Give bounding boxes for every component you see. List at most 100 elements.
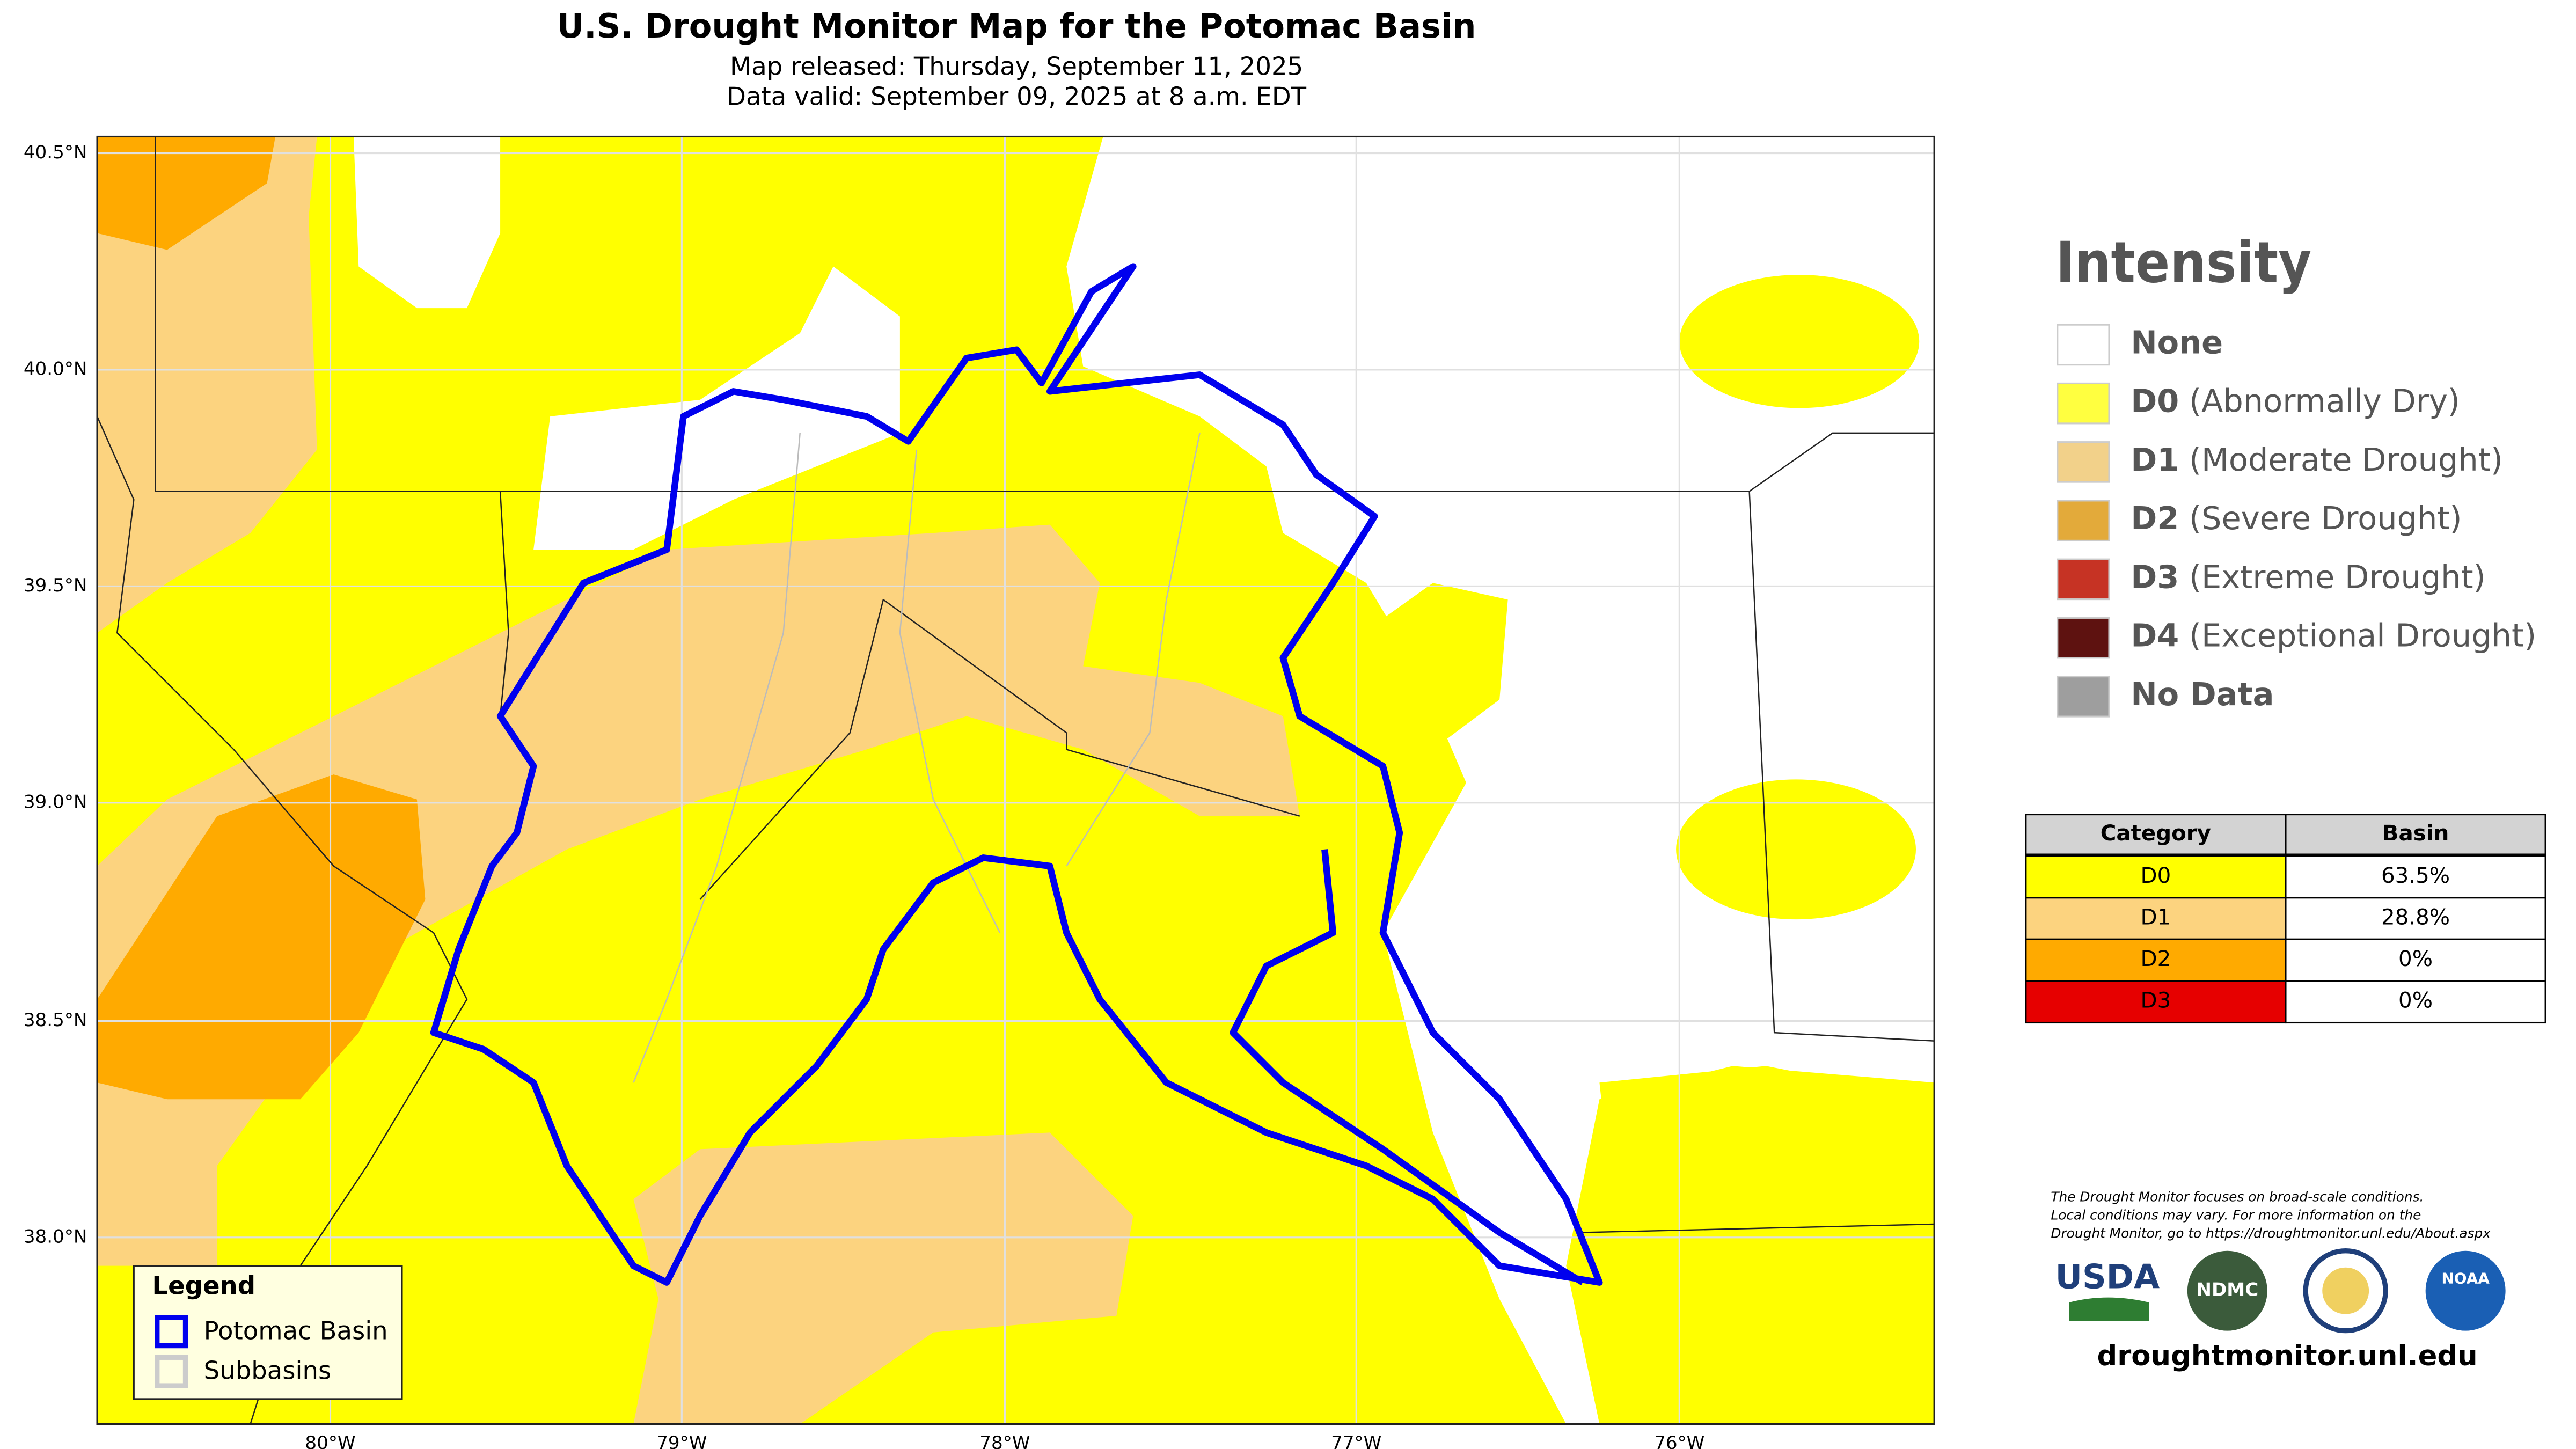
- intensity-legend: None D0 (Abnormally Dry) D1 (Moderate Drou…: [2057, 324, 2536, 718]
- none-area: [533, 266, 900, 550]
- intensity-swatch: [2057, 558, 2110, 601]
- intensity-label: D1 (Moderate Drought): [2131, 441, 2503, 478]
- potomac-basin: [430, 263, 1603, 1286]
- table-text: D1: [2141, 905, 2171, 930]
- d2-area: [97, 774, 426, 1100]
- d1-area: [97, 136, 317, 633]
- intensity-desc: (Severe Drought): [2189, 500, 2462, 537]
- lon-label: 80°W: [305, 1432, 355, 1449]
- table-text: D2: [2141, 946, 2171, 971]
- intensity-code: D4: [2131, 617, 2179, 654]
- intensity-desc: (Exceptional Drought): [2189, 617, 2536, 654]
- legend-label: Subbasins: [204, 1356, 332, 1385]
- intensity-code: No Data: [2131, 676, 2274, 713]
- usda-logo: USDA: [2055, 1257, 2160, 1297]
- disclaimer: The Drought Monitor focuses on broad-sca…: [2051, 1189, 2491, 1241]
- d1-area: [633, 1132, 1133, 1424]
- d1-area: [97, 1049, 301, 1266]
- basin-table: Category Basin D0 63.5% D1 28.8% D2 0% D3 0%: [2025, 814, 2546, 1024]
- table-text: D0: [2141, 863, 2171, 888]
- lon-label: 79°W: [656, 1432, 707, 1449]
- legend-swatch: [155, 1315, 188, 1349]
- state-borders: [97, 136, 1935, 1424]
- disclaimer-line: Local conditions may vary. For more info…: [2051, 1208, 2421, 1223]
- lat-labels: 40.5°N 40.0°N 39.5°N 39.0°N 38.5°N 38.0°N: [24, 142, 87, 1247]
- legend-swatch: [155, 1355, 188, 1388]
- subtitle: Data valid: September 09, 2025 at 8 a.m.…: [727, 82, 1307, 111]
- table-text: 0%: [2398, 988, 2433, 1013]
- table-cell: [2285, 855, 2546, 899]
- lon-label: 77°W: [1331, 1432, 1381, 1449]
- url: droughtmonitor.unl.edu: [2097, 1340, 2477, 1372]
- d1-area: [97, 524, 1300, 1100]
- intensity-code: D1: [2131, 441, 2179, 478]
- table-header: Category: [2101, 821, 2211, 846]
- d0-area: [1599, 1066, 1935, 1266]
- intensity-label: None: [2131, 324, 2223, 361]
- table-text: 28.8%: [2381, 905, 2450, 930]
- intensity-swatch: [2057, 382, 2110, 425]
- noaa-text: NOAA: [2441, 1269, 2490, 1287]
- usda-field: [2069, 1297, 2149, 1321]
- intensity-swatch: [2057, 617, 2110, 659]
- lat-label: 39.5°N: [24, 575, 87, 596]
- table-cell: [2285, 897, 2546, 940]
- table-cell: [2285, 938, 2546, 982]
- lat-label: 40.5°N: [24, 142, 87, 163]
- none-area: [1066, 136, 1935, 1424]
- table-cell: [2025, 897, 2287, 940]
- d0-area: [1679, 275, 1920, 408]
- intensity-label: D0 (Abnormally Dry): [2131, 383, 2460, 420]
- lat-label: 39.0°N: [24, 791, 87, 813]
- noaa-logo: [2425, 1250, 2506, 1331]
- intensity-desc: (Extreme Drought): [2189, 558, 2486, 595]
- legend-label: Potomac Basin: [204, 1316, 388, 1345]
- disclaimer-line: Drought Monitor, go to https://droughtmo…: [2051, 1226, 2491, 1241]
- table-text: 63.5%: [2381, 863, 2450, 888]
- d0-area: [1316, 583, 1508, 750]
- intensity-code: D3: [2131, 558, 2179, 595]
- intensity-code: D2: [2131, 500, 2179, 537]
- intensity-code: D0: [2131, 383, 2179, 420]
- table-cell: [2285, 980, 2546, 1024]
- map-frame: [96, 135, 1935, 1425]
- lat-label: 38.0°N: [24, 1226, 87, 1247]
- lon-labels: 80°W 79°W 78°W 77°W 76°W: [305, 1432, 1704, 1449]
- map-legend: [133, 1265, 403, 1400]
- intensity-desc: (Abnormally Dry): [2189, 383, 2460, 420]
- intensity-swatch: [2057, 500, 2110, 541]
- doc-seal: [2322, 1267, 2369, 1314]
- intensity-label: D3 (Extreme Drought): [2131, 558, 2485, 595]
- intensity-label: D4 (Exceptional Drought): [2131, 617, 2536, 654]
- table-header-cell: [2285, 814, 2546, 855]
- intensity-desc: (Moderate Drought): [2189, 441, 2503, 478]
- intensity-label: D2 (Severe Drought): [2131, 500, 2462, 537]
- ndmc-text: NDMC: [2196, 1279, 2258, 1301]
- ndmc-logo: [2187, 1250, 2267, 1331]
- lon-label: 76°W: [1654, 1432, 1704, 1449]
- table-cell: [2025, 938, 2287, 982]
- table-header: Basin: [2382, 821, 2449, 846]
- intensity-swatch: [2057, 676, 2110, 718]
- title: U.S. Drought Monitor Map for the Potomac…: [557, 6, 1476, 46]
- disclaimer-line: The Drought Monitor focuses on broad-sca…: [2051, 1189, 2424, 1204]
- intensity-title: Intensity: [2056, 229, 2312, 295]
- intensity-swatch: [2057, 324, 2110, 366]
- table-header-cell: [2025, 814, 2287, 855]
- lon-label: 78°W: [979, 1432, 1030, 1449]
- intensity-label: No Data: [2131, 676, 2274, 713]
- d0-area: [1676, 779, 1916, 920]
- intensity-code: None: [2131, 324, 2223, 361]
- table-cell: [2025, 855, 2287, 899]
- lat-label: 40.0°N: [24, 358, 87, 379]
- none-area: [353, 136, 501, 309]
- graticule: [97, 136, 1935, 1424]
- intensity-swatch: [2057, 441, 2110, 483]
- map: [97, 136, 1935, 1424]
- table-text: D3: [2141, 988, 2171, 1013]
- table-text: 0%: [2398, 946, 2433, 971]
- legend-title: Legend: [152, 1271, 255, 1300]
- subtitle: Map released: Thursday, September 11, 20…: [730, 52, 1303, 81]
